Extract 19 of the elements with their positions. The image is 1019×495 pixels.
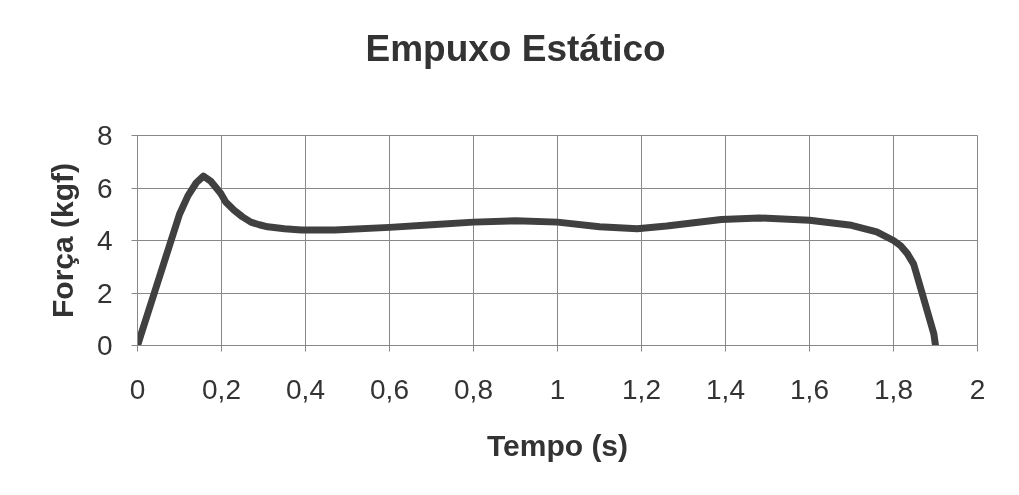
x-tick-label: 0,4 xyxy=(286,373,325,405)
x-tick-label: 1,8 xyxy=(874,373,913,405)
y-tick-label: 2 xyxy=(96,277,113,309)
y-axis-title: Força (kgf) xyxy=(45,162,79,318)
x-tick-label: 0,8 xyxy=(454,373,493,405)
x-tick-label: 0 xyxy=(129,373,146,405)
y-tick-label: 0 xyxy=(96,330,113,361)
x-tick-label: 0,2 xyxy=(202,373,241,405)
y-tick-label: 8 xyxy=(96,120,113,151)
x-tick-label: 1 xyxy=(549,373,566,405)
x-tick-label: 1,2 xyxy=(622,373,661,405)
x-tick-label: 0,6 xyxy=(370,373,409,405)
x-tick-label: 2 xyxy=(969,373,986,405)
x-tick-label: 1,4 xyxy=(706,373,745,405)
y-tick-label: 4 xyxy=(96,225,113,256)
chart-title: Empuxo Estático xyxy=(365,27,666,69)
y-tick-label: 6 xyxy=(96,172,113,204)
x-axis-title: Tempo (s) xyxy=(486,428,629,462)
x-tick-label: 1,6 xyxy=(790,373,829,405)
